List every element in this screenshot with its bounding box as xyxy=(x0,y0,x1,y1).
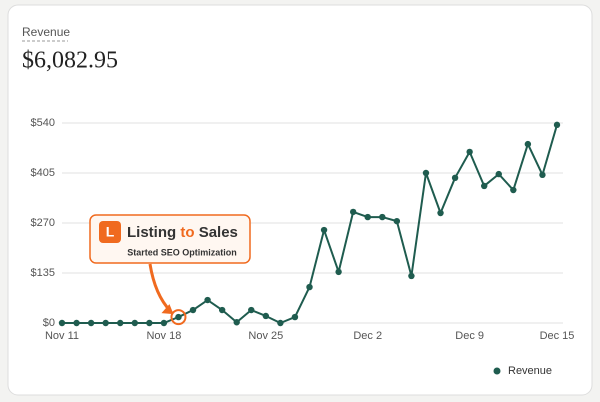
legend-label: Revenue xyxy=(508,365,552,377)
point xyxy=(189,306,197,314)
legend-marker xyxy=(493,367,501,375)
point xyxy=(408,272,415,280)
point xyxy=(248,306,255,314)
point xyxy=(146,319,153,327)
annotation-text: Started SEO Optimization xyxy=(127,247,237,257)
annotation-box xyxy=(89,214,251,264)
x-tick-label: Nov 18 xyxy=(146,330,181,342)
point xyxy=(277,319,284,327)
point xyxy=(131,319,138,327)
point xyxy=(379,213,386,221)
y-tick-label: $135 xyxy=(31,267,55,279)
y-tick-label: $540 xyxy=(31,117,55,129)
point xyxy=(451,174,459,182)
point xyxy=(539,171,546,179)
x-tick-label: Nov 11 xyxy=(45,330,79,342)
point xyxy=(218,306,226,314)
point xyxy=(262,312,270,320)
point xyxy=(175,313,182,321)
brand-part: to xyxy=(180,224,194,241)
point xyxy=(524,140,532,148)
arrow-head xyxy=(161,304,174,315)
point xyxy=(291,313,299,321)
point xyxy=(481,182,488,190)
chart-title: Revenue xyxy=(22,25,70,39)
point xyxy=(553,121,561,129)
point xyxy=(204,296,211,304)
card xyxy=(7,4,593,396)
point xyxy=(466,148,473,156)
point xyxy=(73,319,80,327)
point xyxy=(320,226,328,234)
x-tick-label: Dec 2 xyxy=(353,330,382,342)
y-tick-label: $270 xyxy=(31,217,55,229)
point xyxy=(422,169,430,177)
brand-part: Sales xyxy=(199,224,238,241)
annotation-ring xyxy=(170,309,187,326)
x-tick-label: Nov 25 xyxy=(248,330,283,342)
point xyxy=(306,283,313,291)
point xyxy=(510,186,517,194)
brand-part: Listing xyxy=(127,224,176,241)
badge xyxy=(99,221,121,243)
point xyxy=(102,319,109,327)
y-tick-label: $0 xyxy=(43,317,55,329)
brand: Listing to Sales xyxy=(127,224,238,241)
total: $6,082.95 xyxy=(22,48,118,74)
point xyxy=(233,319,240,326)
badge-letter: L xyxy=(106,224,115,240)
x-tick-label: Dec 9 xyxy=(455,330,484,342)
point xyxy=(117,319,124,327)
point xyxy=(349,208,357,216)
point xyxy=(495,170,502,178)
point xyxy=(58,319,66,327)
x-tick-label: Dec 15 xyxy=(540,330,575,342)
y-tick-label: $405 xyxy=(31,167,55,179)
point xyxy=(335,268,342,276)
point xyxy=(437,209,444,217)
point xyxy=(393,217,401,225)
point xyxy=(87,319,95,327)
point xyxy=(364,213,371,221)
point xyxy=(160,319,168,327)
